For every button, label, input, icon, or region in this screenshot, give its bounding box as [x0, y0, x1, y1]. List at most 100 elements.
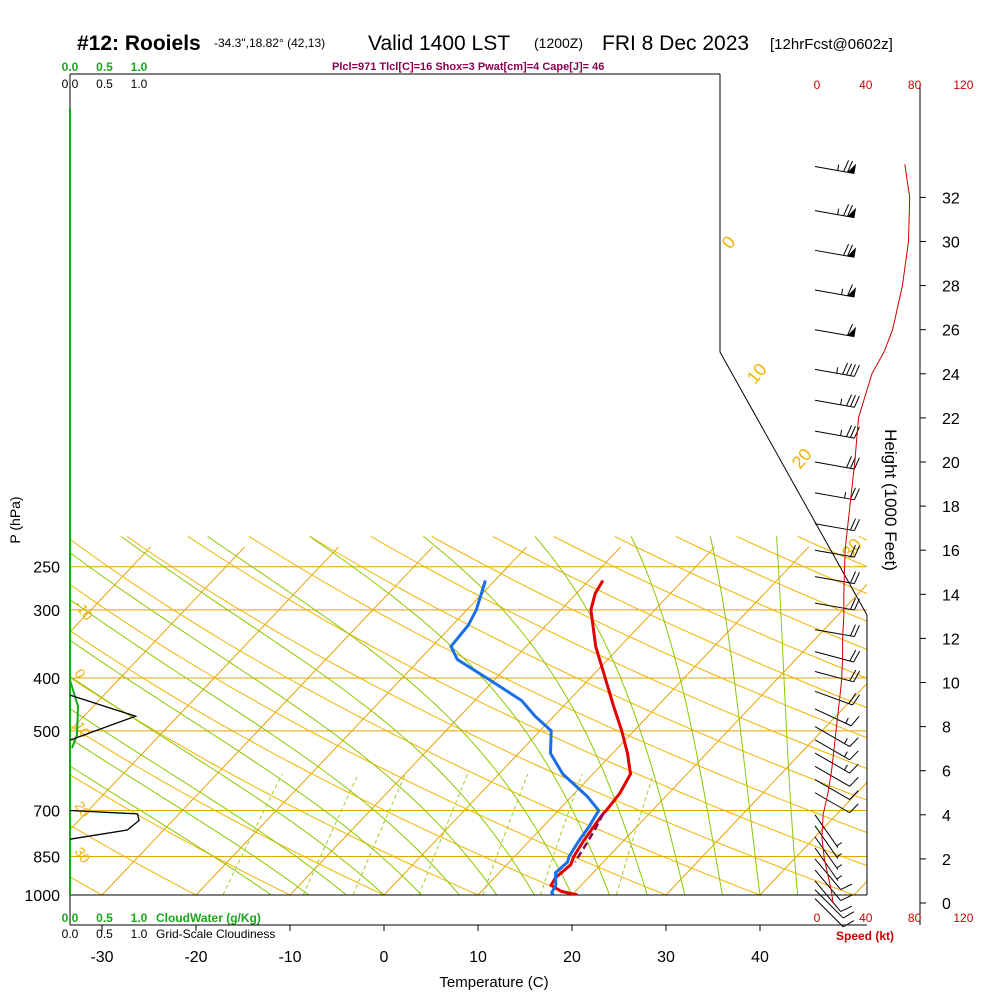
mixing-ratio-line	[615, 773, 654, 895]
speed-tick-label: 40	[859, 78, 873, 92]
wind-barb	[814, 544, 860, 558]
isotherm-line	[853, 880, 867, 895]
wind-barb-half-flag	[844, 738, 848, 744]
station-coords: -34.3",18.82° (42,13)	[214, 36, 325, 50]
mixing-ratio-label: 5	[424, 901, 439, 915]
cloud-water-tick: 0.5	[96, 60, 113, 74]
height-tick-label: 2	[942, 852, 951, 869]
wind-barb-flag	[853, 650, 861, 663]
plot-frame	[69, 73, 921, 926]
temperature-tick-label: 40	[751, 949, 769, 966]
cloud-water-tick: 1.0	[131, 60, 148, 74]
moist-adiabat-label: 20	[788, 444, 816, 472]
wind-barb-flag	[849, 777, 859, 787]
height-tick-label: 16	[942, 543, 960, 560]
height-tick-label: 26	[942, 323, 960, 340]
isotherm-line	[383, 546, 716, 895]
wind-barb-flag	[847, 244, 853, 257]
wind-barb-staff	[814, 825, 839, 859]
mixing-ratio-line	[222, 773, 283, 895]
valid-time: Valid 1400 LST	[368, 32, 510, 55]
pressure-tick-label: 700	[33, 804, 60, 821]
wind-barb-flag	[853, 488, 860, 501]
dry-adiabat-label: -10	[72, 597, 97, 623]
temperature-line	[549, 579, 633, 895]
height-tick-label: 20	[942, 455, 960, 472]
dry-adiabat-line	[70, 538, 762, 895]
wind-barb	[814, 898, 855, 928]
wind-barb	[814, 160, 857, 174]
height-tick-label: 28	[942, 279, 960, 296]
mixing-ratio-line	[539, 773, 583, 895]
zulu-time: (1200Z)	[534, 35, 583, 51]
dry-adiabat-line	[70, 725, 386, 895]
wind-barb-pennant	[847, 287, 857, 297]
wind-barb-flag	[849, 763, 859, 774]
height-tick-label: 4	[942, 808, 951, 825]
mixing-ratio-line	[352, 773, 406, 895]
cloud-profiles	[69, 108, 140, 895]
wind-barb-staff	[814, 399, 855, 408]
dry-adiabat-line	[309, 535, 867, 801]
surface-temperature-dot	[574, 896, 582, 904]
wind-barb	[814, 889, 855, 919]
cloudiness-tick: 0.0	[62, 927, 79, 941]
cloud-water-label: CloudWater (g/Kg)	[156, 911, 261, 925]
isotherm-line	[195, 546, 528, 895]
wind-barb-flag	[850, 715, 860, 727]
isotherm-line	[70, 546, 152, 633]
wind-barb-flag	[842, 362, 849, 375]
isotherm-line	[289, 546, 622, 895]
wind-barb-flag	[843, 920, 855, 928]
speed-tick-label: 40	[859, 911, 873, 925]
pressure-tick-label: 850	[33, 850, 60, 867]
wind-barbs	[814, 160, 861, 928]
wind-barb-half-flag	[836, 864, 842, 869]
wind-barb-flag	[849, 750, 859, 761]
wind-barb	[814, 487, 860, 501]
wind-barb-flag	[840, 905, 853, 913]
wind-barb-flag	[849, 737, 859, 747]
wind-barb-flag	[847, 160, 853, 173]
wind-barb-pennant	[847, 163, 857, 174]
mixing-ratio-label: 3	[368, 901, 383, 915]
height-tick-label: 30	[942, 235, 960, 252]
wind-barb-flag	[849, 425, 856, 438]
moist-adiabat-line	[70, 675, 385, 895]
pressure-tick-label: 300	[33, 603, 60, 620]
wind-barb-staff	[814, 651, 854, 663]
moist-adiabat-line	[120, 535, 535, 895]
wind-barb-flag	[853, 457, 860, 470]
isotherm-line	[477, 546, 810, 895]
speed-tick-label: 0	[814, 78, 821, 92]
height-tick-label: 12	[942, 631, 960, 648]
wind-barb-staff	[814, 869, 842, 901]
wind-barb-half-flag	[836, 842, 842, 847]
speed-axis-label: Speed (kt)	[836, 929, 894, 943]
height-tick-label: 18	[942, 499, 960, 516]
wind-barb	[814, 284, 857, 298]
moist-adiabat-line	[534, 536, 686, 895]
wind-barb-staff	[814, 670, 854, 683]
height-tick-label: 10	[942, 676, 960, 693]
wind-barb-pennant	[847, 326, 857, 337]
sounding-parameters: Plcl=971 Tlcl[C]=16 Shox=3 Pwat[cm]=4 Ca…	[332, 61, 604, 73]
wind-barb	[814, 825, 842, 859]
sounding-lines	[449, 579, 633, 904]
dry-adiabat-line	[370, 535, 867, 770]
cloudiness-profile	[69, 809, 140, 840]
wind-barb-staff	[814, 602, 855, 611]
wind-barb-staff	[814, 690, 853, 706]
isotherm-line	[70, 546, 246, 732]
cloudiness-label: Grid-Scale Cloudiness	[156, 927, 275, 941]
wind-barb-flag	[843, 204, 850, 216]
forecast-label: [12hrFcst@0602z]	[770, 36, 893, 53]
wind-barb-staff	[814, 461, 855, 470]
wind-barb-flag	[849, 395, 856, 407]
wind-barb	[814, 869, 853, 902]
wind-barb-staff	[814, 368, 855, 377]
wind-speed-line	[821, 164, 911, 904]
wind-barb-flag	[853, 572, 860, 584]
moist-adiabat-label: 30	[838, 534, 866, 562]
